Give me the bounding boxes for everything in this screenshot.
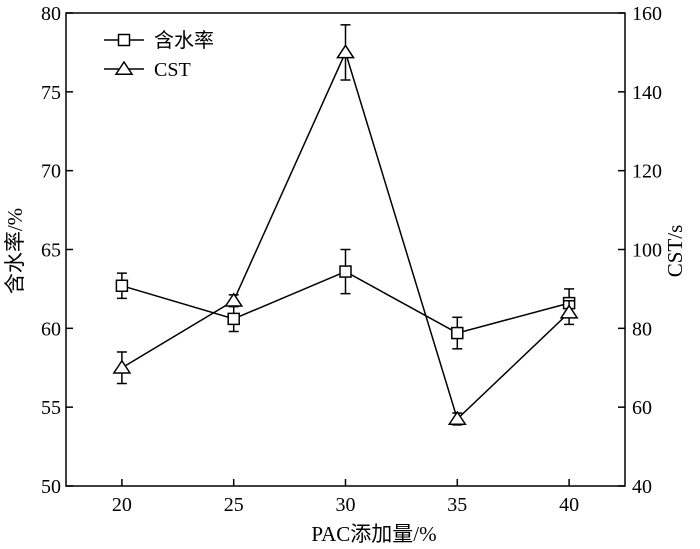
y-axis-right-label: CST/s: [663, 225, 687, 278]
y-right-tick-label: 160: [632, 3, 662, 25]
y-left-tick-label: 70: [41, 161, 61, 183]
series-line-cst: [121, 50, 570, 421]
data-point-cst: [336, 44, 355, 59]
y-left-tick-label: 65: [41, 240, 61, 262]
y-left-tick-label: 80: [41, 3, 61, 25]
x-tick-label: 30: [336, 494, 356, 516]
x-tick-label: 40: [559, 494, 579, 516]
y-right-tick-label: 40: [632, 476, 652, 498]
legend-label-cst: CST: [154, 59, 191, 81]
x-tick-label: 35: [447, 494, 467, 516]
x-tick-label: 25: [224, 494, 244, 516]
y-left-tick-label: 55: [41, 397, 61, 419]
x-axis-label: PAC添加量/%: [311, 522, 436, 546]
y-right-tick-label: 120: [632, 161, 662, 183]
legend-marker-cst: [114, 60, 134, 75]
y-axis-left-label: 含水率/%: [3, 208, 27, 294]
y-right-tick-label: 60: [632, 397, 652, 419]
y-right-tick-label: 80: [632, 318, 652, 340]
series-moisture: [115, 248, 576, 350]
data-point-cst: [447, 410, 467, 425]
data-point-moisture: [451, 326, 464, 340]
legend-label-moisture: 含水率: [154, 29, 214, 52]
y-left-tick-label: 75: [41, 82, 61, 104]
y-right-tick-label: 100: [632, 240, 662, 262]
data-point-cst: [224, 292, 244, 307]
series-cst: [112, 24, 579, 426]
data-point-cst: [112, 359, 132, 374]
y-left-tick-label: 50: [41, 476, 61, 498]
data-point-moisture: [339, 265, 352, 278]
y-left-tick-label: 60: [41, 318, 61, 340]
data-point-moisture: [227, 312, 240, 326]
data-point-cst: [559, 304, 579, 319]
x-tick-label: 20: [112, 494, 132, 516]
data-point-moisture: [115, 279, 129, 293]
legend-marker-moisture: [117, 33, 131, 47]
y-right-tick-label: 140: [632, 82, 662, 104]
